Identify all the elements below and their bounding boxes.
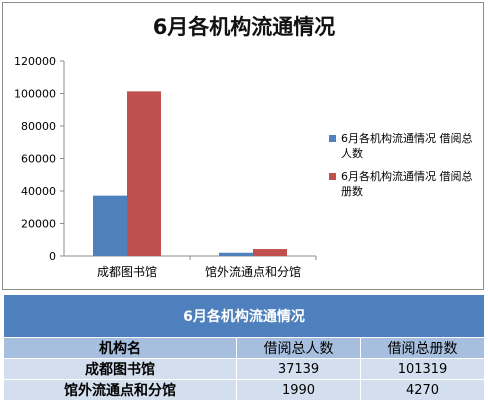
legend-label: 6月各机构流通情况 借阅总人数: [341, 132, 473, 160]
chart-area: 6月各机构流通情况 0 20000 40000 60000 80000 100000 120…: [2, 2, 484, 290]
legend-swatch: [329, 173, 336, 180]
header-borrowers: 借阅总人数: [236, 337, 361, 359]
table-row: 馆外流通点和分馆 1990 4270: [3, 379, 486, 401]
bar: [219, 252, 253, 256]
y-tick-label: 120000: [14, 55, 56, 68]
y-tick-label: 20000: [21, 218, 56, 231]
x-tick-label: 成都图书馆: [97, 264, 157, 279]
table-header-row: 机构名 借阅总人数 借阅总册数: [3, 337, 486, 359]
y-tick-label: 60000: [21, 153, 56, 166]
bar: [93, 195, 127, 256]
legend-item: 6月各机构流通情况 借阅总册数: [329, 169, 479, 199]
legend: 6月各机构流通情况 借阅总人数 6月各机构流通情况 借阅总册数: [329, 131, 479, 207]
row-volumes: 4270: [359, 379, 486, 401]
bar-chart: 0 20000 40000 60000 80000 100000 120000 成都图书馆 馆外…: [14, 55, 317, 279]
data-table-container: 6月各机构流通情况 机构名 借阅总人数 借阅总册数 成都图书馆 37139 10…: [2, 294, 486, 401]
bar: [127, 91, 161, 256]
header-volumes: 借阅总册数: [359, 337, 486, 359]
y-tick-label: 0: [49, 250, 56, 263]
bar: [253, 249, 287, 256]
data-table: 6月各机构流通情况 机构名 借阅总人数 借阅总册数 成都图书馆 37139 10…: [2, 294, 486, 401]
row-institution: 馆外流通点和分馆: [3, 379, 237, 401]
legend-item: 6月各机构流通情况 借阅总人数: [329, 131, 479, 161]
row-institution: 成都图书馆: [3, 358, 237, 380]
y-tick-label: 100000: [14, 88, 56, 101]
table-caption: 6月各机构流通情况: [2, 294, 486, 338]
chart-title: 6月各机构流通情况: [152, 15, 336, 39]
row-volumes: 101319: [359, 358, 486, 380]
table-row: 成都图书馆 37139 101319: [3, 358, 486, 380]
legend-swatch: [329, 135, 336, 142]
x-tick-label: 馆外流通点和分馆: [205, 264, 301, 279]
legend-label: 6月各机构流通情况 借阅总册数: [341, 170, 473, 198]
y-tick-label: 80000: [21, 120, 56, 133]
header-institution: 机构名: [3, 337, 237, 359]
row-borrowers: 1990: [236, 379, 361, 401]
y-tick-label: 40000: [21, 185, 56, 198]
row-borrowers: 37139: [236, 358, 361, 380]
